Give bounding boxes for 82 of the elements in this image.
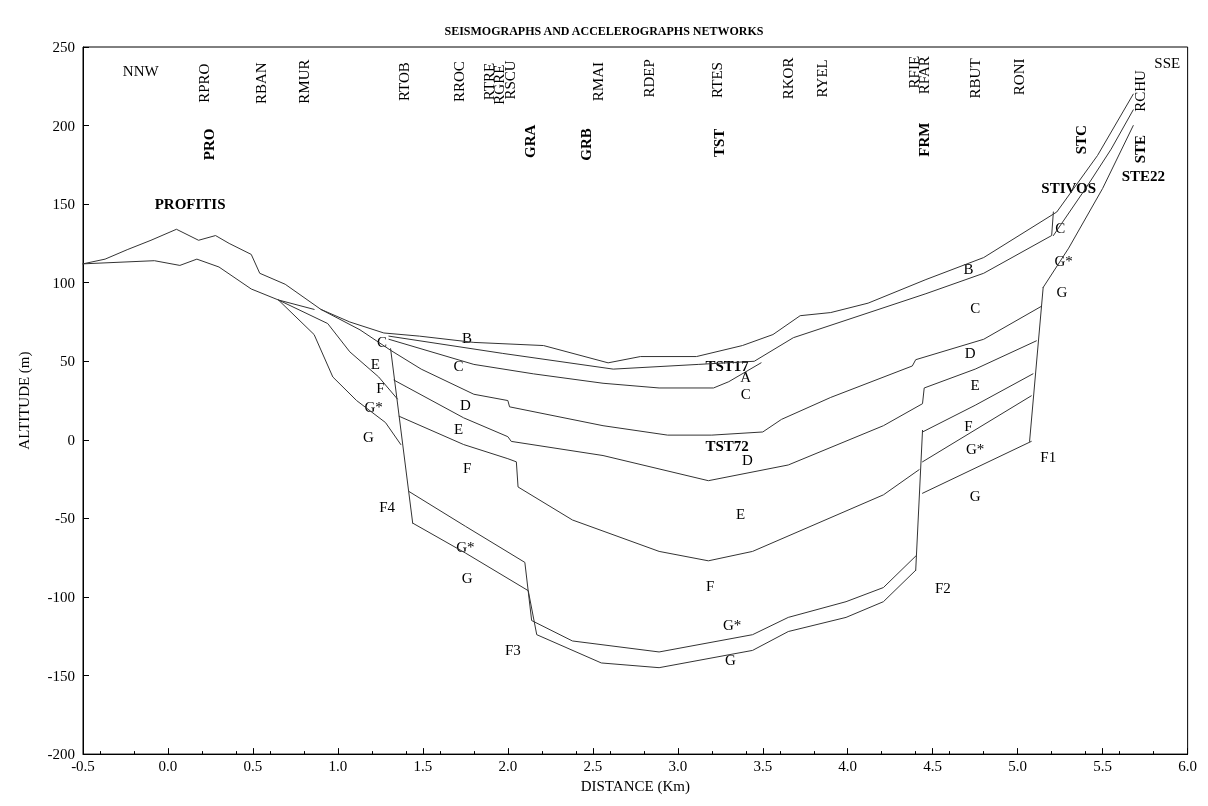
- x-tick-label: 0.5: [243, 757, 263, 774]
- annotation: F2: [934, 579, 951, 596]
- annotation: RYEL: [814, 59, 831, 98]
- y-tick-label: 50: [60, 353, 75, 370]
- annotation: G*: [966, 441, 985, 458]
- annotation: G: [1056, 284, 1068, 301]
- y-tick-label: 200: [52, 117, 75, 134]
- annotation: STE: [1132, 134, 1149, 164]
- annotation: RDEP: [640, 59, 657, 98]
- annotation: F: [964, 417, 973, 434]
- annotation: RMAI: [589, 61, 606, 102]
- annotation: D: [964, 345, 976, 362]
- x-tick-label: 3.0: [668, 757, 688, 774]
- x-tick-label: 4.5: [923, 757, 943, 774]
- annotation: C: [740, 386, 751, 403]
- annotation: F4: [379, 499, 396, 516]
- annotation: E: [453, 420, 464, 437]
- annotation: F: [376, 379, 385, 396]
- annotation: GRA: [521, 124, 538, 158]
- annotation: RONI: [1011, 58, 1028, 96]
- y-tick-label: -150: [47, 667, 75, 684]
- y-tick-label: 150: [52, 196, 75, 213]
- x-tick-label: 5.0: [1008, 757, 1028, 774]
- annotation: GRB: [578, 128, 595, 161]
- annotation: G*: [723, 617, 742, 634]
- x-axis-title: DISTANCE (Km): [580, 777, 690, 795]
- annotation: G*: [1054, 252, 1073, 269]
- y-tick-label: 0: [67, 431, 75, 448]
- x-tick-label: 5.5: [1093, 757, 1113, 774]
- annotation: STIVOS: [1041, 180, 1097, 197]
- annotation: G: [363, 428, 375, 445]
- annotation: TST72: [705, 438, 749, 455]
- annotation: F3: [505, 642, 521, 659]
- annotation: B: [963, 260, 974, 277]
- annotation: G*: [364, 398, 383, 415]
- y-tick-label: -50: [55, 510, 75, 527]
- annotation: FRM: [916, 122, 933, 157]
- annotation: RCHU: [1132, 70, 1149, 112]
- annotation: STC: [1072, 125, 1089, 155]
- annotation: F: [705, 577, 715, 594]
- annotation: SSE: [1154, 54, 1181, 71]
- x-tick-label: 0.0: [158, 757, 178, 774]
- x-tick-label: 3.5: [753, 757, 773, 774]
- annotation: D: [459, 397, 471, 414]
- annotation: F1: [1040, 449, 1057, 466]
- y-tick-label: 100: [52, 274, 75, 291]
- annotation: RPRO: [195, 63, 212, 103]
- annotation: RKOR: [780, 57, 797, 100]
- annotation: G: [461, 570, 473, 587]
- annotation: G: [725, 651, 737, 668]
- annotation: TST: [710, 128, 727, 158]
- annotation: D: [742, 452, 754, 469]
- annotation: PROFITIS: [154, 196, 226, 213]
- annotation: RTES: [708, 62, 725, 98]
- annotation: RMUR: [295, 59, 312, 104]
- y-tick-label: 250: [52, 39, 75, 55]
- annotation: F: [462, 460, 472, 477]
- x-tick-label: 1.5: [413, 757, 433, 774]
- x-tick-label: 1.0: [328, 757, 348, 774]
- annotation: E: [370, 356, 380, 373]
- annotation: G*: [456, 538, 475, 555]
- annotation: NNW: [122, 62, 160, 79]
- annotation: E: [736, 505, 746, 522]
- annotation: C: [1055, 219, 1066, 236]
- y-tick-label: -200: [47, 746, 75, 763]
- x-tick-label: 6.0: [1178, 757, 1197, 774]
- annotation: RTOB: [396, 62, 413, 101]
- annotation: G: [969, 488, 981, 505]
- annotation: C: [453, 357, 464, 374]
- annotation: RBAN: [253, 62, 270, 104]
- y-tick-label: -100: [47, 588, 75, 605]
- annotation: RROC: [450, 61, 467, 102]
- y-axis-title: ALTITUDE (m): [15, 351, 33, 450]
- annotation: C: [970, 299, 981, 316]
- x-tick-label: 2.5: [583, 757, 603, 774]
- x-tick-label: 4.0: [838, 757, 858, 774]
- x-tick-label: 2.0: [498, 757, 518, 774]
- annotation: E: [970, 376, 980, 393]
- annotation: STE22: [1121, 167, 1166, 184]
- annotation: PRO: [200, 128, 217, 161]
- chart-title: SEISMOGRAPHS AND ACCELEROGRAPHS NETWORKS: [444, 24, 764, 38]
- annotation: RBUT: [967, 58, 984, 99]
